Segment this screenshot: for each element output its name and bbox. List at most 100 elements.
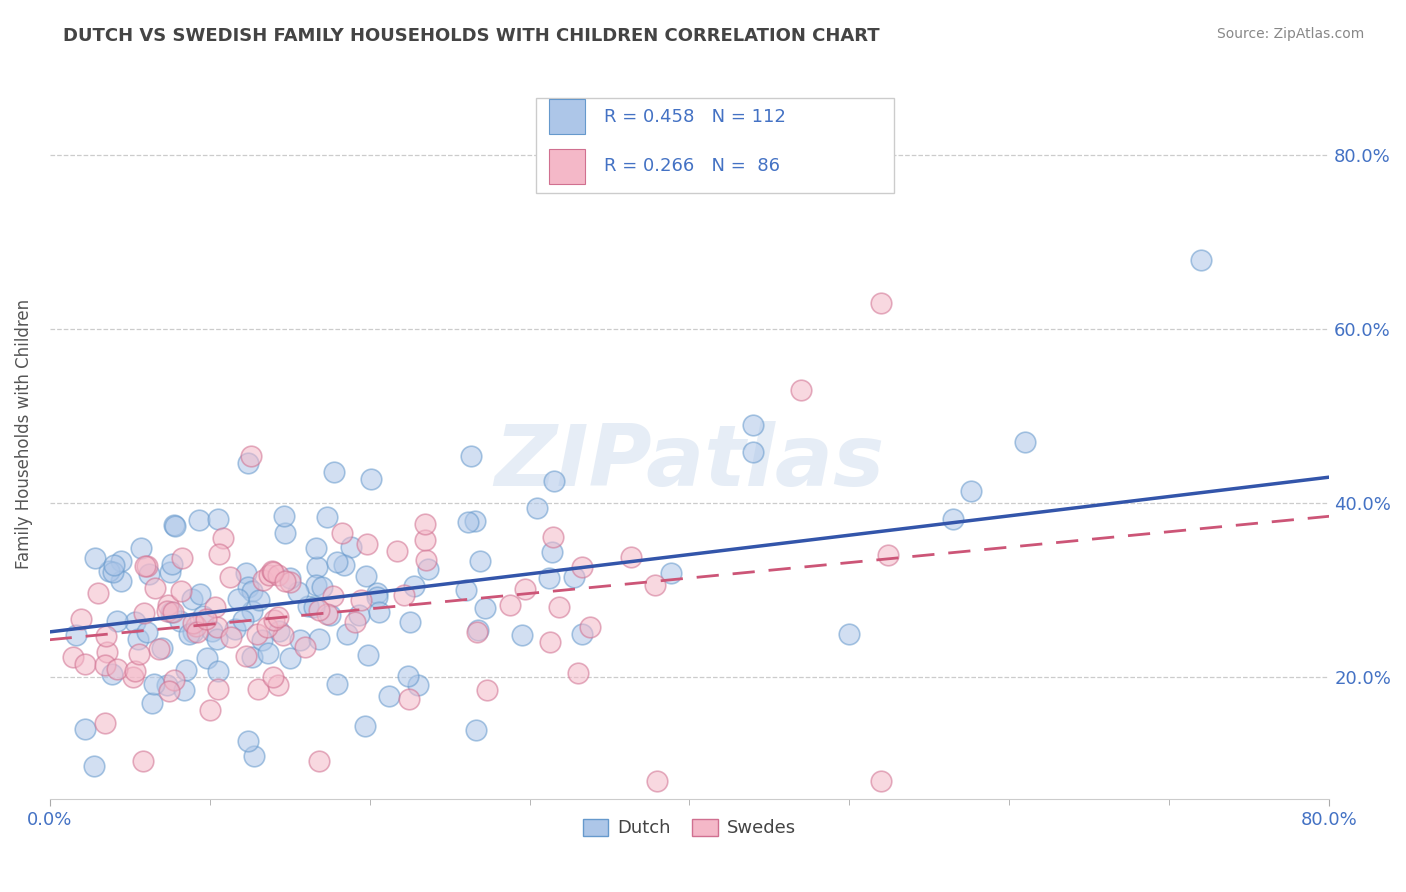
Point xyxy=(105,662,128,676)
Point xyxy=(195,611,218,625)
Point xyxy=(315,607,337,621)
Point xyxy=(541,530,564,544)
Point xyxy=(398,692,420,706)
Point xyxy=(366,586,388,600)
Point xyxy=(326,555,349,569)
Point xyxy=(311,580,333,594)
Point xyxy=(262,669,284,683)
Point xyxy=(870,296,893,310)
Text: ZIPatlas: ZIPatlas xyxy=(495,421,884,504)
Point xyxy=(232,613,254,627)
Point xyxy=(150,640,173,655)
Point xyxy=(322,590,344,604)
Point xyxy=(378,689,401,703)
Point xyxy=(101,566,124,580)
Point xyxy=(344,615,367,630)
Point xyxy=(323,466,346,480)
Point xyxy=(173,683,195,698)
Point xyxy=(169,614,191,628)
Point xyxy=(1189,252,1212,267)
Point xyxy=(396,669,419,683)
Point xyxy=(201,624,224,638)
Point xyxy=(134,606,156,620)
Point xyxy=(278,650,301,665)
Point xyxy=(474,601,496,615)
Point xyxy=(659,566,682,581)
Point xyxy=(207,512,229,526)
Point xyxy=(124,664,146,678)
Point xyxy=(578,620,600,634)
Point xyxy=(207,664,229,678)
Point xyxy=(141,696,163,710)
Point xyxy=(177,627,200,641)
Point xyxy=(162,605,184,619)
Point xyxy=(157,684,180,698)
Point xyxy=(418,562,440,576)
Point xyxy=(305,578,328,592)
Point xyxy=(356,568,378,582)
Point xyxy=(205,632,228,646)
Point xyxy=(101,666,124,681)
Point xyxy=(267,567,290,582)
Text: R = 0.458   N = 112: R = 0.458 N = 112 xyxy=(603,108,786,126)
Point xyxy=(319,608,342,623)
Point xyxy=(548,599,571,614)
Point xyxy=(742,417,765,432)
Point xyxy=(170,583,193,598)
Point xyxy=(465,723,488,737)
Point xyxy=(537,571,560,585)
Point xyxy=(325,677,347,691)
Point xyxy=(96,644,118,658)
Point xyxy=(188,586,211,600)
Point xyxy=(347,608,370,623)
Point xyxy=(128,647,150,661)
Point xyxy=(741,445,763,459)
Point xyxy=(163,673,186,688)
Point xyxy=(240,650,263,665)
Point xyxy=(243,749,266,764)
Point xyxy=(219,630,242,644)
Point xyxy=(404,579,426,593)
Point xyxy=(315,510,337,524)
Point xyxy=(308,632,330,647)
Point xyxy=(571,627,593,641)
Point xyxy=(294,640,316,654)
Point xyxy=(644,578,666,592)
Point xyxy=(366,590,388,604)
Point xyxy=(156,599,179,613)
Point xyxy=(278,574,301,589)
Point xyxy=(790,383,813,397)
Point xyxy=(340,540,363,554)
Point xyxy=(454,582,477,597)
Point xyxy=(406,678,429,692)
Point xyxy=(75,657,97,672)
Bar xyxy=(548,149,585,184)
Point xyxy=(567,665,589,680)
Point xyxy=(287,584,309,599)
Point xyxy=(457,515,479,529)
Point xyxy=(368,605,391,619)
FancyBboxPatch shape xyxy=(536,98,894,193)
Point xyxy=(392,588,415,602)
Point xyxy=(266,678,288,692)
Point xyxy=(195,650,218,665)
Point xyxy=(218,570,240,584)
Point xyxy=(273,508,295,523)
Point xyxy=(467,624,489,639)
Point xyxy=(262,565,284,579)
Point xyxy=(267,624,290,638)
Point xyxy=(159,566,181,580)
Point xyxy=(136,558,159,573)
Point xyxy=(240,604,263,618)
Point xyxy=(134,559,156,574)
Point xyxy=(302,600,325,615)
Point xyxy=(224,622,246,636)
Point xyxy=(870,774,893,789)
Point xyxy=(103,558,125,573)
Point xyxy=(308,754,330,768)
Point xyxy=(87,586,110,600)
Point xyxy=(156,604,179,618)
Point xyxy=(467,624,489,638)
Point xyxy=(172,551,194,566)
Point xyxy=(464,514,486,528)
